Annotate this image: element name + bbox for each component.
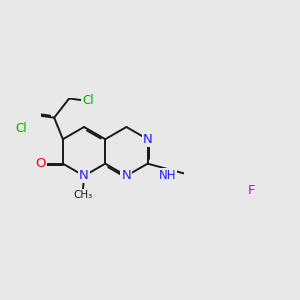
Text: Cl: Cl <box>82 94 94 107</box>
Text: Cl: Cl <box>15 122 27 135</box>
Text: N: N <box>143 133 152 146</box>
Text: F: F <box>248 184 256 197</box>
Text: NH: NH <box>159 169 176 182</box>
Text: N: N <box>122 169 131 182</box>
Text: N: N <box>79 169 89 182</box>
Text: O: O <box>35 157 46 170</box>
Text: CH₃: CH₃ <box>73 190 92 200</box>
